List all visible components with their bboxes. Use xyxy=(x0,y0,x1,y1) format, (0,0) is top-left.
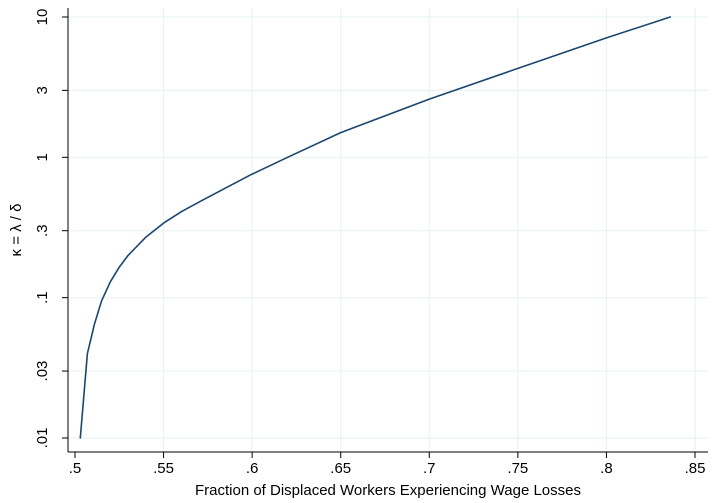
y-tick-label: .3 xyxy=(34,224,51,237)
series xyxy=(79,16,672,439)
series-line xyxy=(79,16,672,439)
x-tick-label: .55 xyxy=(153,460,174,477)
grid xyxy=(68,8,708,452)
x-tick-label: .6 xyxy=(246,460,259,477)
axes xyxy=(67,8,708,453)
x-axis-title: Fraction of Displaced Workers Experienci… xyxy=(195,482,581,499)
x-tick-label: .8 xyxy=(600,460,613,477)
x-tick-label: .7 xyxy=(423,460,436,477)
y-tick-label: .03 xyxy=(34,361,51,382)
x-ticks: .5 .55 .6 .65 .7 .75 .8 .85 xyxy=(69,452,706,477)
x-tick-label: .65 xyxy=(330,460,351,477)
y-tick-label: .1 xyxy=(34,291,51,304)
y-ticks: .01 .03 .1 .3 1 3 10 xyxy=(34,9,68,449)
y-tick-label: .01 xyxy=(34,428,51,449)
x-tick-label: .85 xyxy=(685,460,706,477)
y-tick-label: 3 xyxy=(34,86,51,94)
x-tick-label: .5 xyxy=(69,460,82,477)
y-axis-title: κ = λ / δ xyxy=(8,204,25,257)
y-tick-label: 10 xyxy=(34,9,51,26)
y-tick-label: 1 xyxy=(34,153,51,161)
x-tick-label: .75 xyxy=(507,460,528,477)
